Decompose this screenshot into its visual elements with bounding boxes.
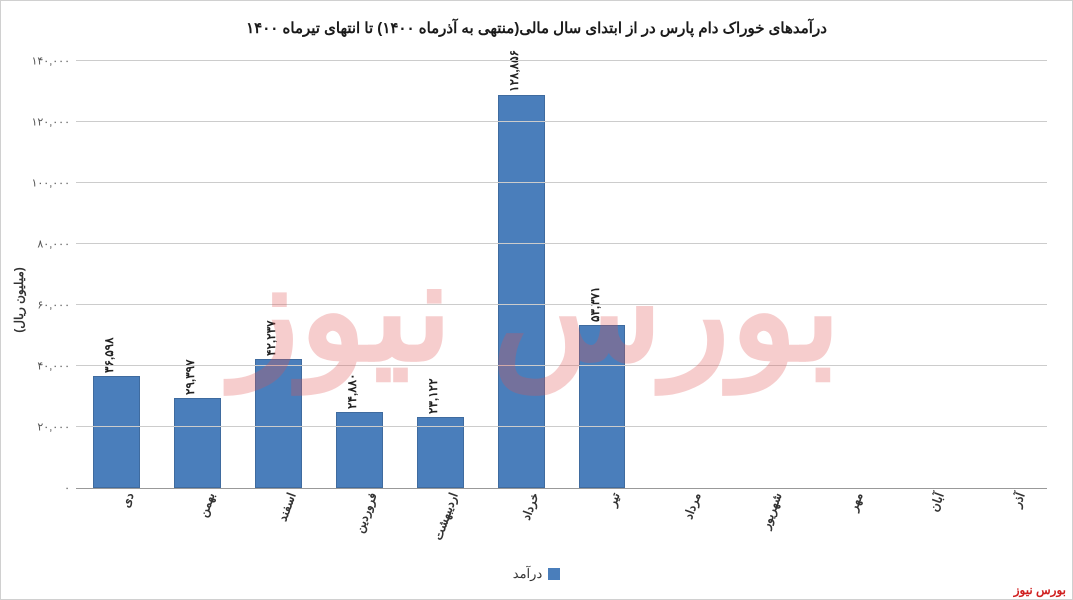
ytick-label: ۰	[64, 482, 76, 495]
bar-value-label: ۲۴,۸۸۰	[345, 374, 359, 410]
ytick-label: ۸۰,۰۰۰	[37, 238, 76, 251]
xtick-label: آذر	[1002, 488, 1028, 509]
ytick-label: ۴۰,۰۰۰	[37, 360, 76, 373]
bar-value-label: ۲۳,۱۲۲	[426, 379, 440, 415]
xtick-label: آبان	[919, 488, 946, 514]
bar-value-label: ۱۲۸,۸۵۶	[507, 50, 521, 92]
xtick-label: اسفند	[268, 488, 299, 523]
bar: ۲۹,۳۹۷	[174, 398, 221, 488]
xtick-label: مهر	[838, 488, 865, 513]
corner-watermark: بورس نیوز	[1014, 583, 1066, 597]
bar: ۲۴,۸۸۰	[336, 412, 383, 488]
legend-item: درآمد	[513, 566, 560, 582]
gridline	[76, 182, 1047, 183]
bar: ۵۳,۳۷۱	[579, 325, 626, 488]
gridline	[76, 60, 1047, 61]
ytick-label: ۱۰۰,۰۰۰	[31, 177, 76, 190]
bar-slot: ۴۲,۲۳۷اسفند	[238, 61, 319, 488]
ytick-label: ۲۰,۰۰۰	[37, 421, 76, 434]
gridline	[76, 426, 1047, 427]
y-axis-title: (میلیون ریال)	[12, 267, 26, 333]
chart-container: درآمدهای خوراک دام پارس در از ابتدای سال…	[0, 0, 1073, 600]
bar: ۳۶,۵۹۸	[93, 376, 140, 488]
chart-title: درآمدهای خوراک دام پارس در از ابتدای سال…	[1, 1, 1072, 47]
bar: ۱۲۸,۸۵۶	[498, 95, 545, 488]
bar-slot: ۲۳,۱۲۲اردیبهشت	[400, 61, 481, 488]
bar-slot: آبان	[885, 61, 966, 488]
bar-value-label: ۳۶,۵۹۸	[102, 338, 116, 374]
xtick-label: تیر	[597, 488, 622, 508]
bar: ۴۲,۲۳۷	[255, 359, 302, 488]
bar-slot: ۲۴,۸۸۰فروردین	[319, 61, 400, 488]
bar-slot: ۵۳,۳۷۱تیر	[562, 61, 643, 488]
xtick-label: دی	[111, 488, 137, 509]
ytick-label: ۱۴۰,۰۰۰	[31, 55, 76, 68]
bar-slot: مرداد	[642, 61, 723, 488]
gridline	[76, 243, 1047, 244]
legend: درآمد	[1, 566, 1072, 585]
plot-area: ۳۶,۵۹۸دی۲۹,۳۹۷بهمن۴۲,۲۳۷اسفند۲۴,۸۸۰فرورد…	[76, 61, 1047, 489]
xtick-label: خرداد	[511, 488, 541, 522]
gridline	[76, 304, 1047, 305]
bar-slot: مهر	[804, 61, 885, 488]
bar: ۲۳,۱۲۲	[417, 417, 464, 488]
gridline	[76, 121, 1047, 122]
xtick-label: مرداد	[674, 488, 704, 521]
xtick-label: فروردین	[345, 488, 380, 535]
legend-swatch	[548, 568, 560, 580]
bar-slot: شهریور	[723, 61, 804, 488]
bar-slot: ۱۲۸,۸۵۶خرداد	[481, 61, 562, 488]
bar-slot: ۳۶,۵۹۸دی	[76, 61, 157, 488]
ytick-label: ۱۲۰,۰۰۰	[31, 116, 76, 129]
legend-label: درآمد	[513, 566, 542, 582]
bars-area: ۳۶,۵۹۸دی۲۹,۳۹۷بهمن۴۲,۲۳۷اسفند۲۴,۸۸۰فرورد…	[76, 61, 1047, 488]
xtick-label: اردیبهشت	[423, 488, 461, 542]
gridline	[76, 365, 1047, 366]
xtick-label: شهریور	[751, 488, 785, 531]
ytick-label: ۶۰,۰۰۰	[37, 299, 76, 312]
xtick-label: بهمن	[189, 488, 218, 519]
bar-value-label: ۴۲,۲۳۷	[264, 321, 278, 357]
bar-slot: ۲۹,۳۹۷بهمن	[157, 61, 238, 488]
bar-slot: آذر	[966, 61, 1047, 488]
